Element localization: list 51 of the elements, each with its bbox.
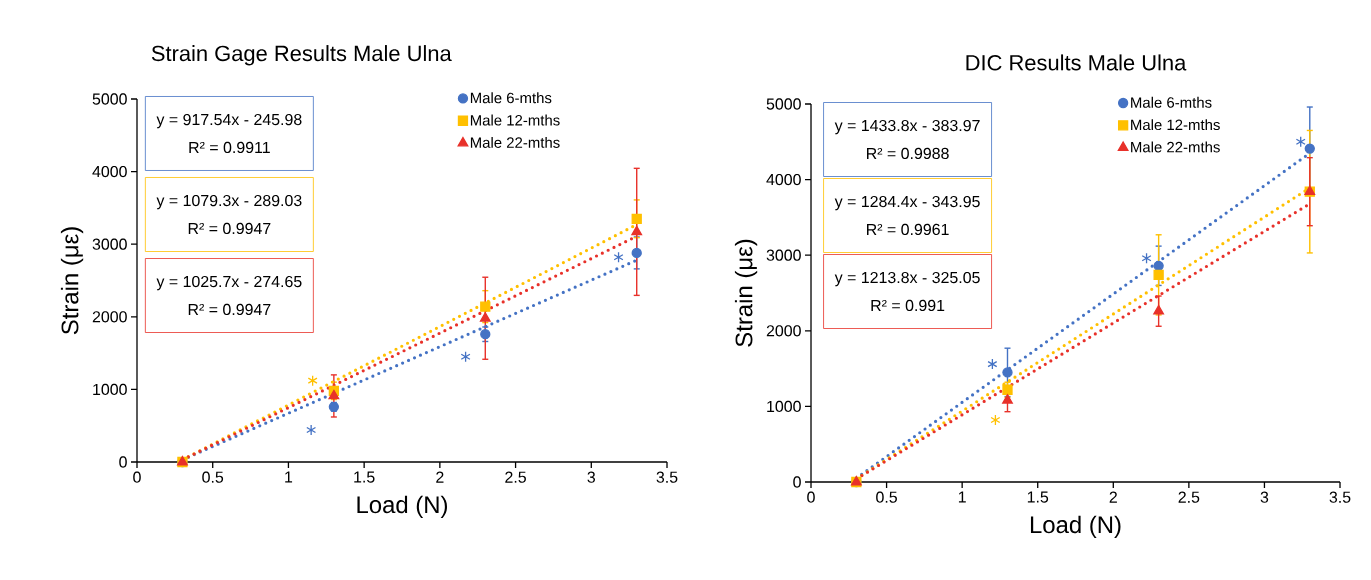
x-tick-label: 1 xyxy=(285,471,293,483)
y-tick-label: 5000 xyxy=(766,98,801,110)
y-tick-label: 0 xyxy=(119,456,127,468)
chart-title: Strain Gage Results Male Ulna xyxy=(151,45,452,66)
annotation: R² = 0.9961 xyxy=(867,223,949,236)
x-tick-label: 3.5 xyxy=(656,471,678,483)
legend-label: Male 6-mths xyxy=(1131,96,1212,108)
legend-label: Male 12-mths xyxy=(1131,119,1220,131)
x-tick-label: 0 xyxy=(807,491,815,503)
x-tick-label: 3 xyxy=(1260,491,1269,503)
x-tick-label: 2.5 xyxy=(1178,491,1200,503)
y-tick-label: 3000 xyxy=(766,249,801,261)
legend-label: Male 12-mths xyxy=(470,114,560,126)
annotation: y = 1025.7x - 274.65 xyxy=(156,275,302,291)
annotation: R² = 0.9947 xyxy=(188,303,271,316)
legend-label: Male 6-mths xyxy=(470,92,552,104)
annotation: y = 1433.8x - 383.97 xyxy=(834,119,980,135)
annotation: R² = 0.9947 xyxy=(188,222,271,235)
x-axis-title: Load (N) xyxy=(1030,515,1121,538)
y-axis-title: Strain (με) xyxy=(734,239,758,347)
x-tick-label: 0 xyxy=(133,471,141,483)
x-tick-label: 1 xyxy=(958,491,966,503)
x-tick-label: 2 xyxy=(436,471,444,483)
annotation: y = 1213.8x - 325.05 xyxy=(834,271,980,287)
chart-title: DIC Results Male Ulna xyxy=(966,54,1187,71)
annotation: y = 1284.4x - 343.95 xyxy=(834,195,980,211)
annotation: R² = 0.9988 xyxy=(867,147,949,160)
y-tick-label: 2000 xyxy=(92,311,127,323)
y-tick-label: 4000 xyxy=(92,165,127,178)
x-tick-label: 0.5 xyxy=(876,491,897,503)
legend-label: Male 22-mths xyxy=(470,136,560,148)
x-tick-label: 1.5 xyxy=(1027,491,1049,503)
annotation: y = 1079.3x - 289.03 xyxy=(156,194,302,210)
x-tick-label: 0.5 xyxy=(202,471,224,483)
y-axis-title: Strain (με) xyxy=(60,227,84,335)
annotation: y = 917.54x - 245.98 xyxy=(156,113,302,129)
x-axis-title: Load (N) xyxy=(357,495,447,518)
y-tick-label: 1000 xyxy=(767,400,801,413)
x-tick-label: 1.5 xyxy=(354,471,375,483)
x-tick-label: 3 xyxy=(587,471,596,483)
y-tick-label: 4000 xyxy=(766,173,801,186)
y-tick-label: 5000 xyxy=(92,93,127,105)
x-tick-label: 3.5 xyxy=(1329,491,1351,503)
legend-label: Male 22-mths xyxy=(1131,141,1220,153)
annotation: R² = 0.991 xyxy=(871,299,945,312)
annotation: R² = 0.9911 xyxy=(189,141,270,154)
y-tick-label: 2000 xyxy=(766,325,801,337)
y-tick-label: 1000 xyxy=(93,383,127,396)
x-tick-label: 2.5 xyxy=(505,471,526,483)
y-tick-label: 3000 xyxy=(92,238,127,250)
x-tick-label: 2 xyxy=(1109,491,1117,503)
